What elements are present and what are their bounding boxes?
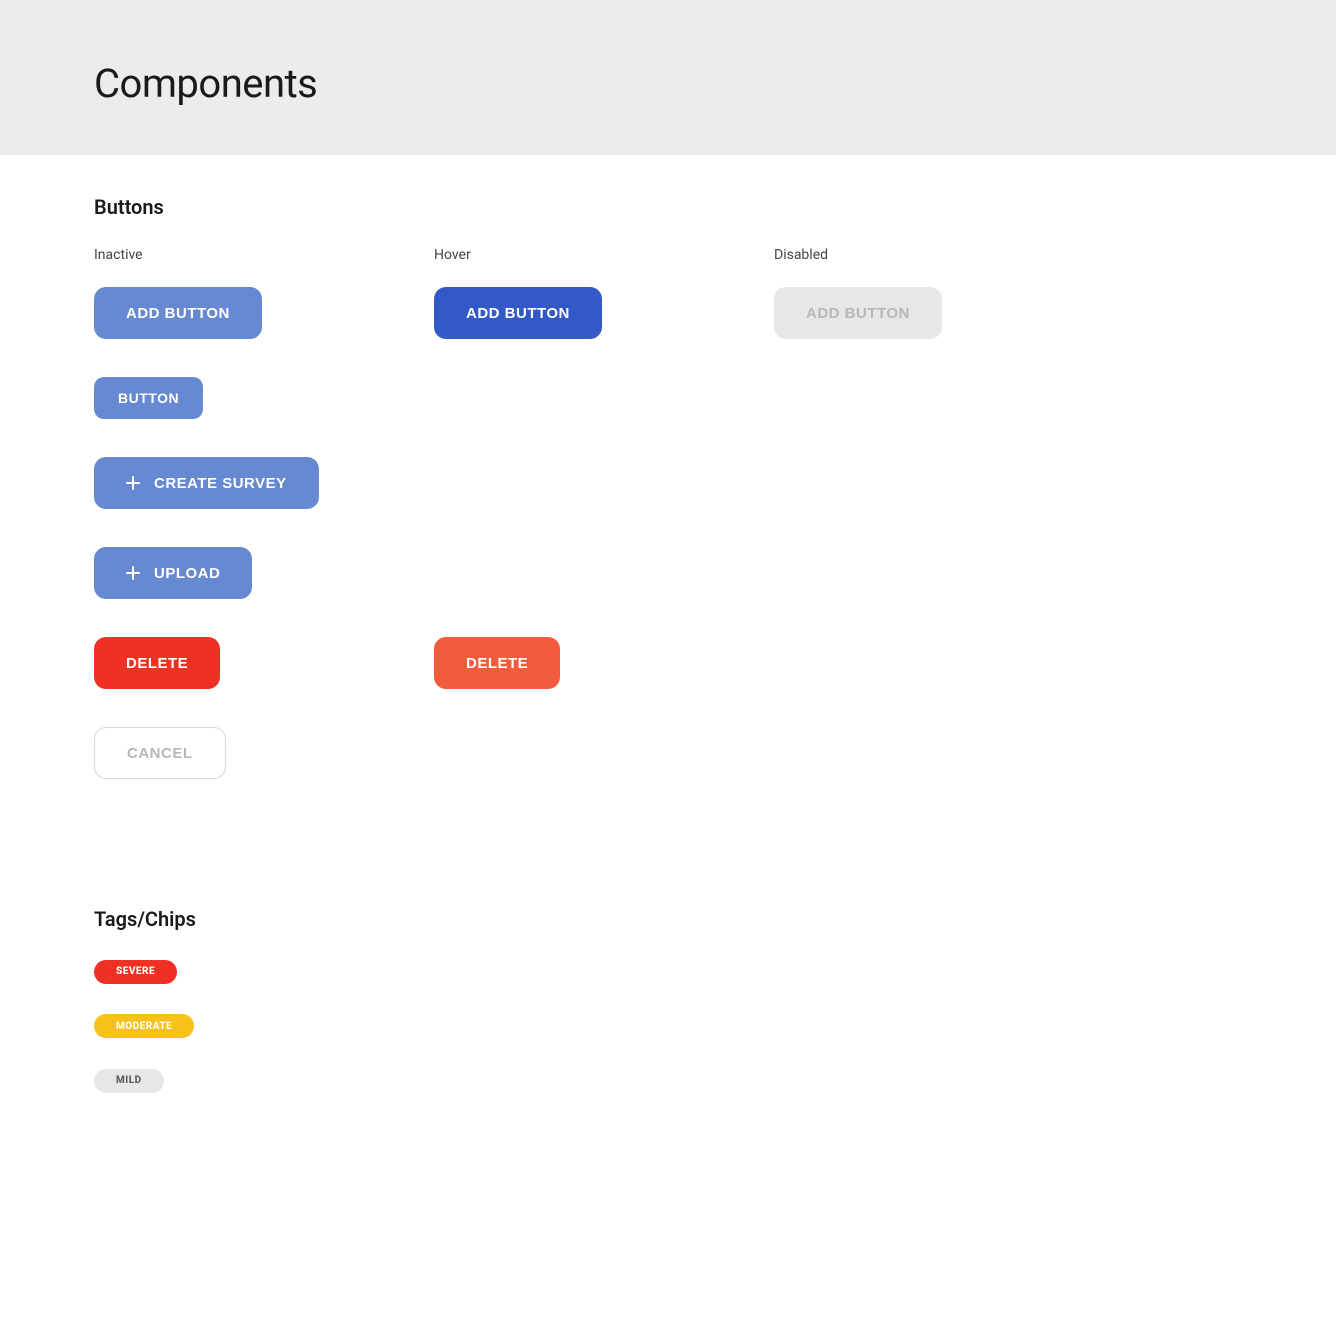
page-content: Buttons Inactive ADD BUTTON BUTTON CREAT… [0,155,1336,1323]
plus-icon [126,476,140,490]
section-title-buttons: Buttons [94,195,1242,219]
delete-button-hover[interactable]: DELETE [434,637,560,689]
create-survey-label: CREATE SURVEY [154,475,287,492]
chip-moderate: MODERATE [94,1014,194,1038]
state-label-disabled: Disabled [774,247,1114,263]
add-button-inactive[interactable]: ADD BUTTON [94,287,262,339]
upload-label: UPLOAD [154,565,220,582]
page-header: Components [0,0,1336,155]
upload-button[interactable]: UPLOAD [94,547,252,599]
create-survey-button[interactable]: CREATE SURVEY [94,457,319,509]
delete-button[interactable]: DELETE [94,637,220,689]
button-state-columns: Inactive ADD BUTTON BUTTON CREATE SURVEY [94,247,1242,817]
section-title-chips: Tags/Chips [94,907,1242,931]
chip-severe: SEVERE [94,960,177,984]
column-disabled: Disabled ADD BUTTON [774,247,1114,817]
cancel-button[interactable]: CANCEL [94,727,226,779]
column-hover: Hover ADD BUTTON x x x DELETE [434,247,774,817]
button-small[interactable]: BUTTON [94,377,203,419]
chip-mild: MILD [94,1069,164,1093]
state-label-inactive: Inactive [94,247,434,263]
plus-icon [126,566,140,580]
state-label-hover: Hover [434,247,774,263]
add-button-disabled: ADD BUTTON [774,287,942,339]
page-title: Components [94,60,1242,107]
column-inactive: Inactive ADD BUTTON BUTTON CREATE SURVEY [94,247,434,817]
add-button-hover[interactable]: ADD BUTTON [434,287,602,339]
